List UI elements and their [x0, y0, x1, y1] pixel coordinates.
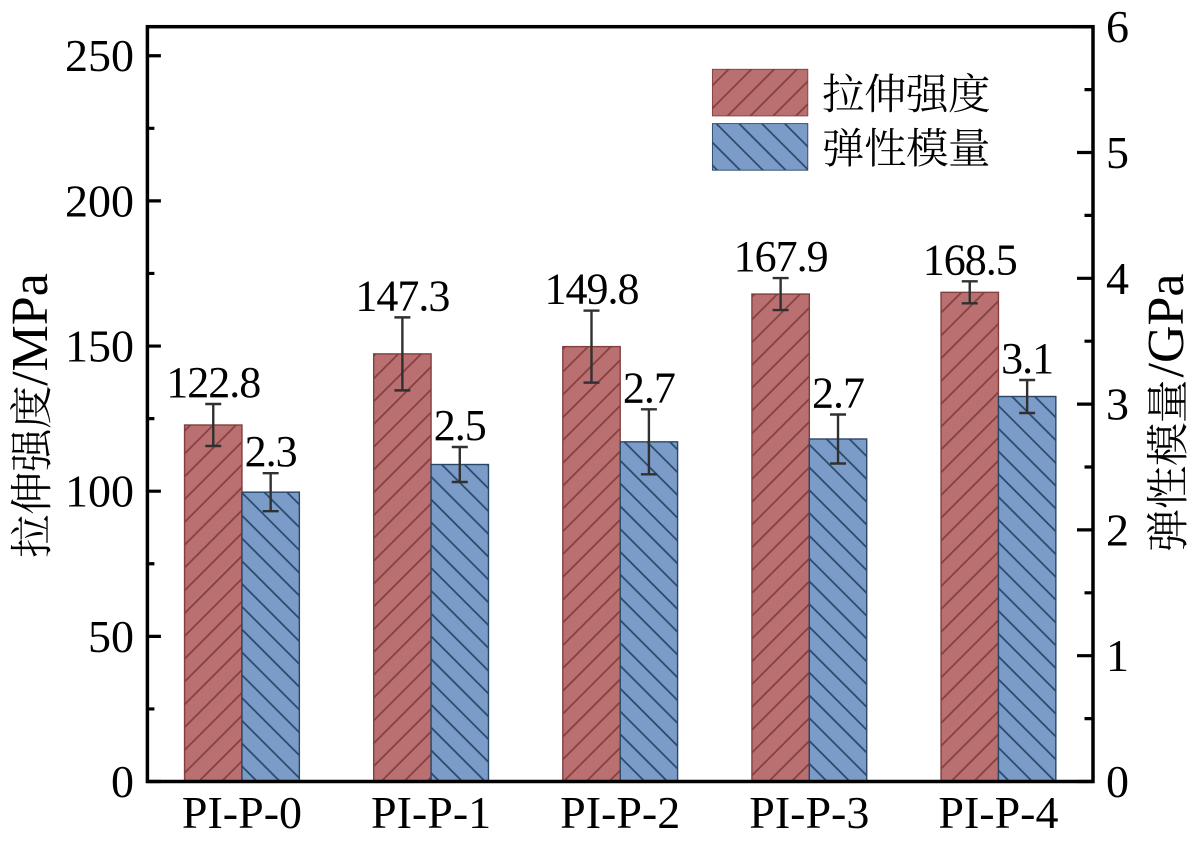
svg-text:2.3: 2.3: [245, 427, 297, 476]
svg-text:2.7: 2.7: [812, 369, 864, 418]
svg-text:168.5: 168.5: [923, 235, 1017, 284]
svg-text:3.1: 3.1: [1001, 334, 1053, 383]
svg-text:PI-P-1: PI-P-1: [371, 787, 491, 838]
svg-text:6: 6: [1106, 1, 1129, 52]
svg-text:2: 2: [1106, 504, 1129, 555]
svg-text:PI-P-4: PI-P-4: [938, 787, 1058, 838]
svg-text:/MPa: /MPa: [2, 273, 59, 386]
svg-text:0: 0: [1106, 756, 1129, 807]
svg-text:2.5: 2.5: [434, 401, 486, 450]
svg-text:3: 3: [1106, 379, 1129, 430]
svg-text:149.8: 149.8: [545, 265, 639, 314]
svg-text:167.9: 167.9: [734, 232, 828, 281]
svg-text:50: 50: [88, 611, 134, 662]
svg-text:PI-P-0: PI-P-0: [182, 787, 302, 838]
svg-text:PI-P-3: PI-P-3: [749, 787, 869, 838]
svg-text:/GPa: /GPa: [1138, 274, 1195, 378]
svg-text:2.7: 2.7: [623, 363, 675, 412]
svg-text:100: 100: [65, 466, 134, 517]
svg-text:150: 150: [65, 321, 134, 372]
svg-text:PI-P-2: PI-P-2: [560, 787, 680, 838]
svg-text:250: 250: [65, 30, 134, 81]
svg-text:1: 1: [1106, 630, 1129, 681]
svg-text:5: 5: [1106, 127, 1129, 178]
svg-text:4: 4: [1106, 253, 1129, 304]
svg-text:122.8: 122.8: [166, 358, 260, 407]
svg-text:200: 200: [65, 175, 134, 226]
svg-text:0: 0: [111, 756, 134, 807]
svg-text:147.3: 147.3: [355, 271, 449, 320]
